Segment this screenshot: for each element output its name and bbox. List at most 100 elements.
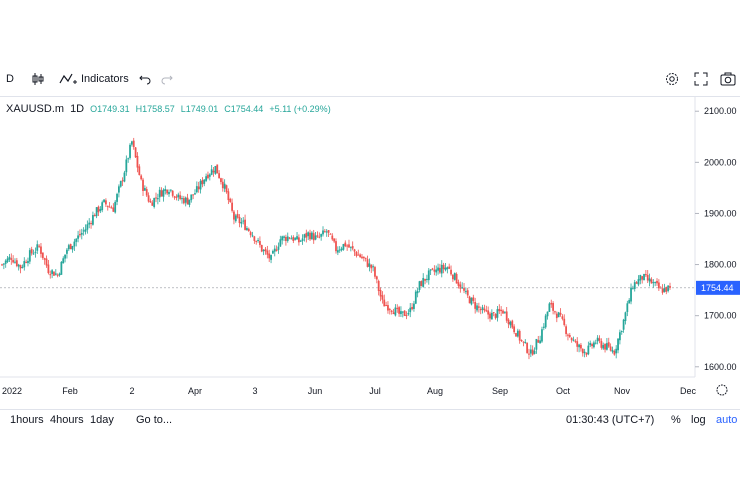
candle-body [489, 313, 491, 319]
candle-body [95, 207, 98, 217]
candle-body [158, 189, 161, 198]
range-1hours[interactable]: 1hours [10, 414, 44, 426]
candle-body [60, 261, 63, 275]
auto-toggle[interactable]: auto [716, 414, 738, 426]
candle-body [227, 191, 230, 201]
candle-body [106, 205, 109, 207]
candle-body [561, 316, 564, 319]
candle-body [442, 264, 445, 270]
candle-body [485, 310, 488, 312]
candle-body [238, 216, 241, 224]
candle-body [190, 194, 193, 201]
range-1day[interactable]: 1day [90, 414, 114, 426]
candle-body [505, 311, 508, 321]
candle-body [422, 277, 425, 287]
candle-body [479, 309, 482, 311]
time-settings-icon[interactable] [716, 384, 728, 396]
candle-body [593, 342, 595, 348]
candle-body [344, 242, 347, 247]
redo-icon [160, 72, 174, 86]
candle-body [316, 235, 319, 237]
chart-type-button[interactable] [30, 62, 46, 96]
candle-body [394, 307, 397, 316]
redo-button[interactable] [160, 62, 174, 96]
candle-body [390, 310, 393, 312]
price-chart[interactable]: 1600.00 1700.00 1800.00 1900.00 2000.00 2100.… [0, 97, 740, 409]
candle-body [275, 249, 278, 251]
candle-body [194, 193, 196, 195]
log-toggle[interactable]: log [691, 414, 706, 426]
range-4hours[interactable]: 4hours [50, 414, 84, 426]
candle-body [392, 312, 395, 315]
candle-body [641, 276, 644, 280]
candle-body [476, 305, 478, 311]
y-tick-label: 1900.00 [704, 208, 737, 218]
candle-body [541, 329, 543, 342]
interval-button[interactable]: D [6, 62, 20, 96]
candle-body [8, 256, 11, 260]
candle-body [130, 141, 133, 145]
clock-readout[interactable]: 01:30:43 (UTC+7) [566, 414, 655, 426]
candle-body [357, 254, 360, 256]
candle-body [169, 189, 172, 191]
candle-body [125, 159, 128, 173]
candle-body [385, 305, 387, 307]
snapshot-button[interactable] [720, 62, 736, 96]
candle-body [455, 273, 458, 284]
candle-body [281, 236, 284, 241]
candle-body [244, 219, 246, 230]
candle-body [220, 178, 222, 182]
candle-body [361, 256, 363, 259]
undo-button[interactable] [138, 62, 152, 96]
candle-body [225, 185, 228, 193]
chart-canvas[interactable]: 1600.00 1700.00 1800.00 1900.00 2000.00 2100.… [0, 97, 740, 409]
candle-body [494, 313, 497, 319]
candle-body [296, 236, 298, 240]
candle-body [320, 234, 323, 237]
candle-body [648, 278, 651, 282]
candle-body [58, 273, 61, 276]
candle-body [99, 209, 102, 212]
candle-body [182, 198, 185, 204]
bottom-toolbar: 1hours 4hours 1day Go to... 01:30:43 (UT… [0, 409, 740, 434]
candle-body [325, 231, 328, 233]
candle-body [407, 312, 410, 315]
candle-body [292, 237, 295, 241]
fullscreen-button[interactable] [694, 62, 708, 96]
candle-body [79, 234, 81, 236]
candle-body [285, 237, 287, 241]
candle-body [177, 194, 180, 198]
candle-body [19, 265, 22, 269]
candle-body [142, 179, 144, 191]
settings-button[interactable] [664, 62, 680, 96]
candle-body [340, 248, 343, 251]
percent-toggle[interactable]: % [671, 414, 681, 426]
candle-body [654, 282, 657, 284]
candle-body [550, 302, 553, 305]
candle-body [132, 140, 135, 148]
x-tick-label: 2 [129, 386, 134, 396]
indicators-button[interactable]: Indicators [58, 62, 129, 96]
candle-body [221, 181, 224, 189]
candle-body [162, 189, 165, 197]
candle-body [370, 264, 373, 269]
candle-body [403, 310, 406, 316]
candle-body [457, 282, 460, 286]
candle-body [166, 189, 169, 194]
candle-body [405, 315, 408, 317]
goto-button[interactable]: Go to... [136, 414, 173, 426]
candle-body [377, 280, 380, 291]
candle-body [464, 291, 467, 293]
candle-body [576, 341, 579, 347]
candle-body [283, 236, 285, 238]
candle-body [151, 202, 154, 206]
candle-body [15, 260, 18, 267]
candle-body [17, 264, 20, 267]
candle-body [2, 263, 5, 265]
candle-body [84, 229, 87, 232]
candle-body [25, 261, 28, 263]
candle-body [411, 306, 413, 310]
candle-body [186, 197, 189, 205]
candle-body [409, 307, 412, 313]
candle-body [66, 249, 68, 254]
